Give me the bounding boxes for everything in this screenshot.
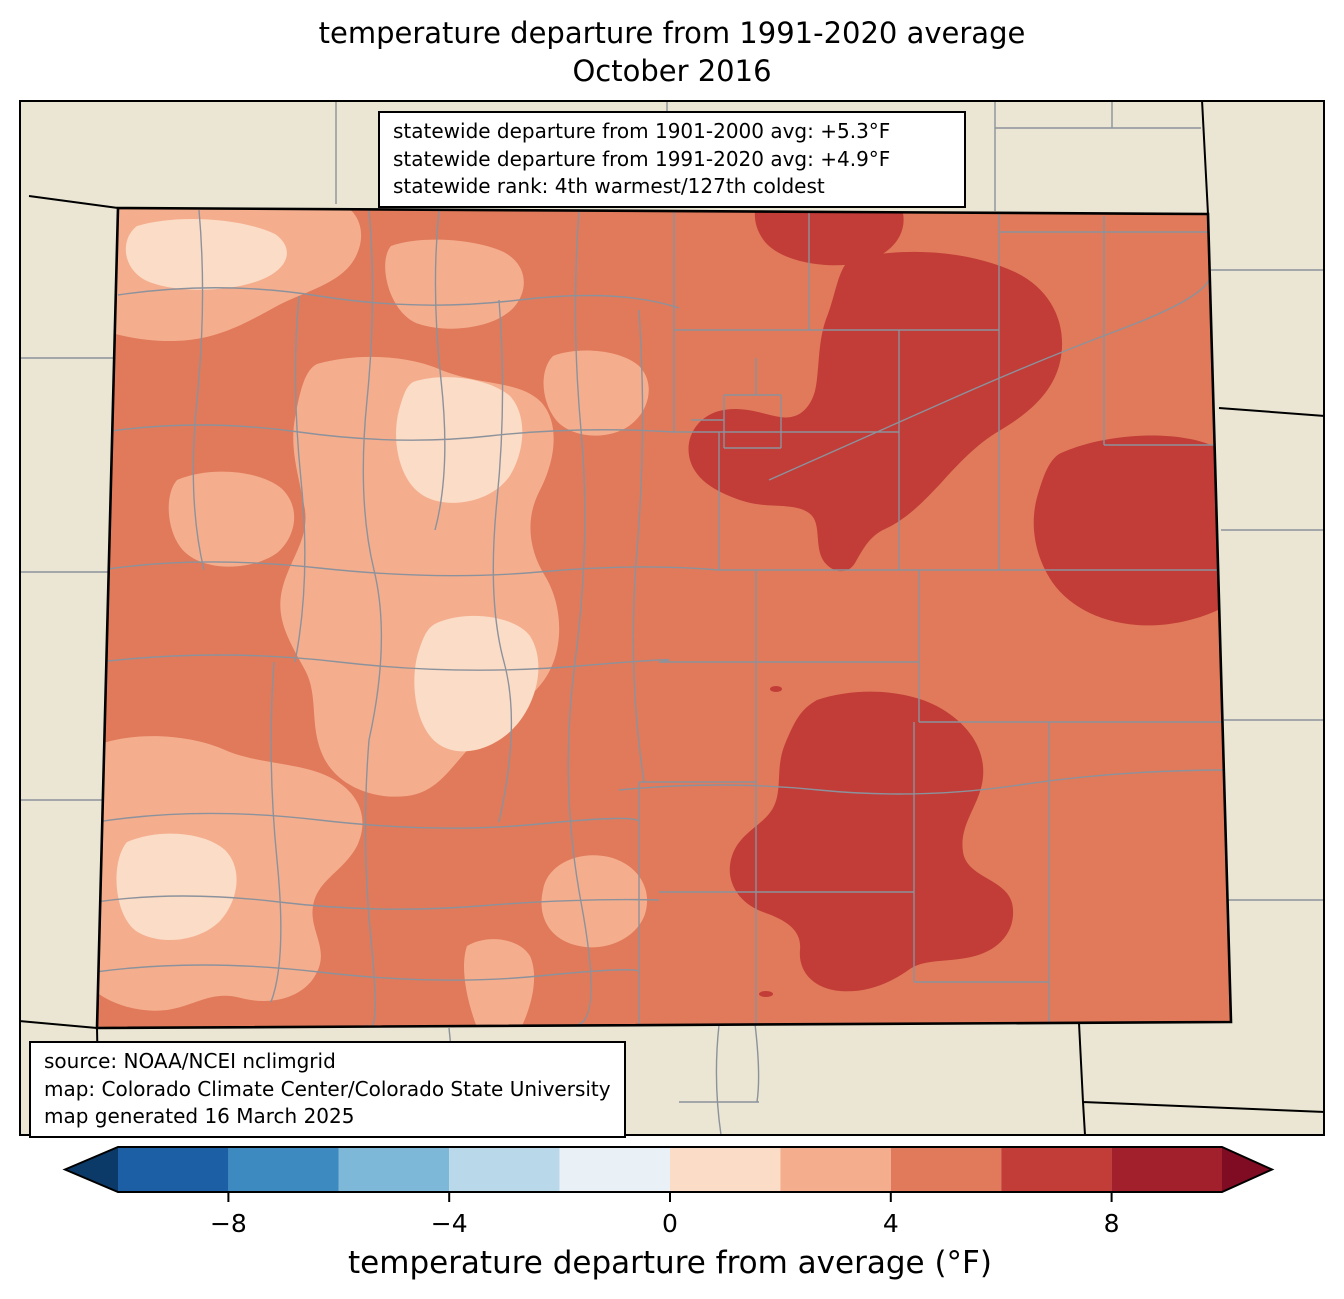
colorbar-band: [890, 1147, 1002, 1192]
colorbar-tick-label-8: 8: [1104, 1209, 1120, 1238]
colorbar-band: [118, 1147, 229, 1192]
contour-region-2-4: [385, 239, 524, 329]
title-line-1: temperature departure from 1991-2020 ave…: [318, 16, 1026, 50]
stats-line-rank: statewide rank: 4th warmest/127th coldes…: [393, 174, 825, 199]
contour-speck-6-8: [726, 410, 744, 422]
colorbar-band: [670, 1147, 781, 1192]
colorbar-under-arrow: [65, 1147, 118, 1192]
contour-region-0-2: [116, 833, 237, 941]
colorbar-band: [228, 1147, 339, 1192]
stats-line-departure-1901-2000: statewide departure from 1901-2000 avg: …: [393, 119, 891, 143]
contour-speck-6-8: [770, 686, 782, 692]
colorbar-band: [559, 1147, 670, 1192]
contour-region-6-8: [729, 691, 1014, 992]
source-line-map: map: Colorado Climate Center/Colorado St…: [44, 1076, 611, 1101]
colorbar-tick-label-4: 4: [883, 1209, 899, 1238]
stats-line-departure-1991-2020: statewide departure from 1991-2020 avg: …: [393, 146, 891, 171]
colorbar-tick-label-0: 0: [662, 1209, 678, 1238]
colorbar: −8 −4 0 4 8 temperature departure from a…: [62, 1146, 1275, 1281]
title-line-2: October 2016: [572, 54, 772, 89]
colorbar-band: [338, 1147, 450, 1192]
anomaly-regions-0-2F: [116, 219, 539, 941]
colorbar-band: [780, 1147, 891, 1192]
colorbar-outline: [62, 1146, 1275, 1193]
anomaly-regions-6-8F: [688, 212, 1231, 997]
contour-region-2-4: [168, 471, 295, 567]
contour-region-6-8: [688, 251, 1063, 572]
colorbar-tick-marks: [227, 1192, 1113, 1202]
colorado-county-lines: [97, 209, 1230, 1028]
contour-speck-6-8: [759, 991, 773, 997]
contour-region-2-4: [464, 939, 535, 1028]
colorbar-band: [449, 1147, 560, 1192]
colorbar-tick-label-neg4: −4: [431, 1209, 468, 1238]
colorbar-band: [1001, 1147, 1112, 1192]
contour-region-6-8: [1033, 435, 1231, 626]
source-box: source: NOAA/NCEI nclimgrid map: Colorad…: [29, 1041, 626, 1138]
contour-region-6-8: [754, 212, 904, 266]
stats-box: statewide departure from 1901-2000 avg: …: [378, 111, 966, 208]
contour-region-0-2: [125, 219, 287, 290]
figure-title: temperature departure from 1991-2020 ave…: [0, 14, 1344, 91]
colorbar-bands: [118, 1147, 1222, 1192]
source-line-data: source: NOAA/NCEI nclimgrid: [44, 1049, 336, 1073]
map-frame: [19, 100, 1325, 1136]
source-line-generated: map generated 16 March 2025: [44, 1104, 355, 1129]
county-line-path: [97, 209, 1230, 1028]
colorado-anomaly-map: [19, 100, 1325, 1136]
contour-region-2-4: [543, 350, 649, 436]
contour-region-0-2: [396, 377, 523, 503]
contour-region-2-4: [541, 855, 648, 948]
contour-speck-6-8: [754, 430, 764, 438]
colorado-state-border: [95, 206, 1233, 1030]
colorbar-tick-label-neg8: −8: [210, 1209, 247, 1238]
colorbar-over-arrow: [1222, 1147, 1272, 1192]
colorbar-axis-label: temperature departure from average (°F): [348, 1245, 992, 1281]
colorbar-band: [1111, 1147, 1222, 1192]
contour-region-0-2: [414, 615, 539, 752]
